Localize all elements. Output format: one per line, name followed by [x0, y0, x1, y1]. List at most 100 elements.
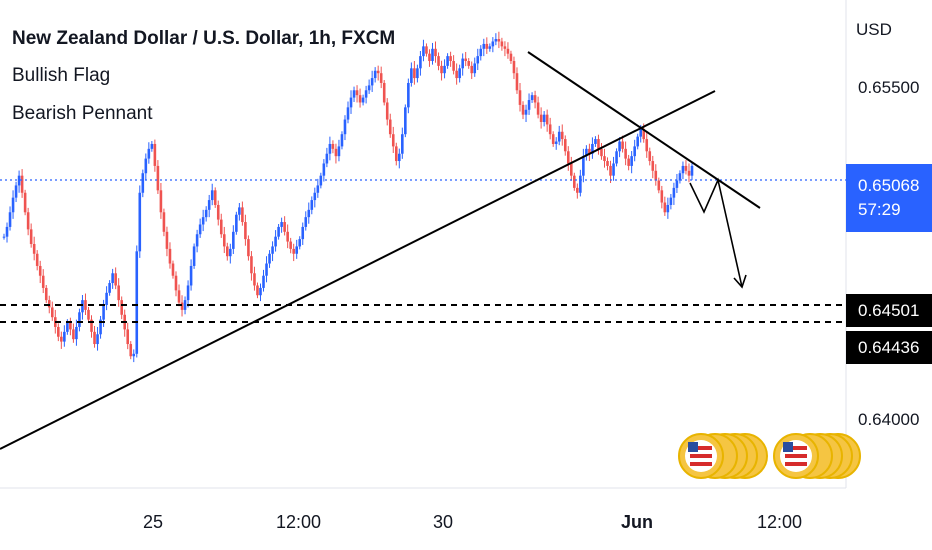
last-price-value: 0.65068	[858, 176, 920, 195]
candle-body	[280, 222, 283, 227]
candle-body	[379, 73, 383, 83]
candle-body	[394, 146, 398, 162]
candle-body	[57, 326, 60, 337]
candle-body	[8, 212, 12, 227]
candle-body	[334, 148, 338, 157]
candle-body	[410, 68, 413, 83]
candle-body	[2, 236, 6, 238]
candle-body	[458, 68, 461, 79]
projection-arrowhead	[733, 274, 747, 289]
candle-body	[642, 129, 646, 140]
candle-body	[470, 65, 474, 74]
candle-body	[277, 226, 280, 237]
candle-body	[482, 43, 486, 49]
candle-body	[14, 185, 18, 198]
candle-body	[186, 285, 190, 301]
candle-body	[216, 204, 220, 220]
candle-body	[93, 331, 96, 345]
candle-body	[174, 275, 178, 291]
candle-body	[346, 107, 350, 120]
candle-body	[566, 151, 570, 164]
indicator-label-bullish-flag[interactable]: Bullish Flag	[12, 65, 111, 86]
candle-body	[479, 48, 483, 57]
candle-body	[361, 97, 365, 103]
candle-body	[518, 90, 522, 105]
candle-body	[177, 290, 181, 303]
candle-body	[23, 192, 27, 213]
economic-events-group-1[interactable]	[678, 433, 768, 479]
candle-body	[87, 309, 90, 320]
candle-body	[201, 217, 205, 225]
candle-body	[66, 322, 69, 332]
candle-body	[289, 241, 292, 249]
candle-body	[675, 180, 679, 188]
candle-body	[162, 212, 166, 232]
candle-body	[120, 300, 123, 315]
candle-body	[509, 53, 513, 61]
candle-body	[69, 322, 72, 330]
candle-body	[560, 131, 564, 140]
candle-body	[431, 48, 434, 61]
candle-body	[684, 165, 688, 171]
candle-body	[11, 197, 15, 213]
candle-body	[165, 231, 169, 249]
candle-body	[413, 68, 416, 79]
candle-body	[690, 165, 694, 176]
candle-body	[204, 209, 208, 218]
candle-body	[425, 46, 428, 54]
candle-body	[660, 190, 664, 203]
candle-body	[159, 190, 163, 213]
y-tick-label: 0.65500	[858, 78, 920, 97]
candle-body	[645, 139, 649, 152]
candle-body	[247, 239, 250, 257]
candle-body	[434, 48, 437, 57]
candle-body	[259, 287, 262, 296]
candle-body	[105, 292, 108, 305]
candle-body	[274, 236, 277, 247]
candle-body	[60, 336, 63, 342]
support-trendline	[0, 90, 716, 450]
candle-body	[373, 70, 377, 79]
candle-body	[367, 85, 371, 91]
resistance-trendline	[527, 51, 761, 209]
candle-body	[108, 283, 111, 293]
candle-body	[72, 329, 75, 340]
candle-body	[542, 114, 546, 122]
candle-body	[283, 222, 286, 232]
candle-body	[229, 248, 232, 257]
candle-body	[416, 68, 419, 79]
candle-body	[473, 63, 477, 74]
candle-body	[132, 353, 136, 357]
candle-body	[545, 114, 549, 125]
candle-body	[298, 239, 302, 247]
candle-body	[666, 204, 670, 213]
candle-body	[440, 65, 443, 74]
candle-body	[268, 253, 271, 264]
candle-body	[26, 212, 30, 230]
candle-body	[180, 302, 184, 310]
candle-body	[358, 95, 362, 103]
candle-body	[443, 65, 446, 74]
candle-body	[419, 56, 422, 69]
candle-body	[609, 165, 612, 176]
symbol-title[interactable]: New Zealand Dollar / U.S. Dollar, 1h, FX…	[12, 28, 396, 49]
candle-body	[455, 70, 458, 79]
candle-body	[235, 214, 238, 232]
candle-body	[464, 58, 467, 61]
candle-body	[370, 78, 374, 86]
level-tag-1: 0.64501	[846, 294, 932, 327]
economic-events-group-2[interactable]	[773, 433, 861, 479]
candle-body	[591, 143, 594, 154]
currency-label[interactable]: USD	[856, 20, 892, 39]
indicator-label-bearish-pennant[interactable]: Bearish Pennant	[12, 103, 153, 124]
candle-body	[156, 165, 160, 191]
candle-body	[639, 129, 643, 137]
candle-body	[35, 253, 39, 266]
bar-countdown: 57:29	[858, 200, 901, 219]
candle-body	[352, 90, 356, 98]
candle-body	[144, 158, 148, 174]
candle-body	[244, 222, 247, 240]
candle-body	[594, 139, 597, 144]
candle-body	[232, 231, 235, 249]
